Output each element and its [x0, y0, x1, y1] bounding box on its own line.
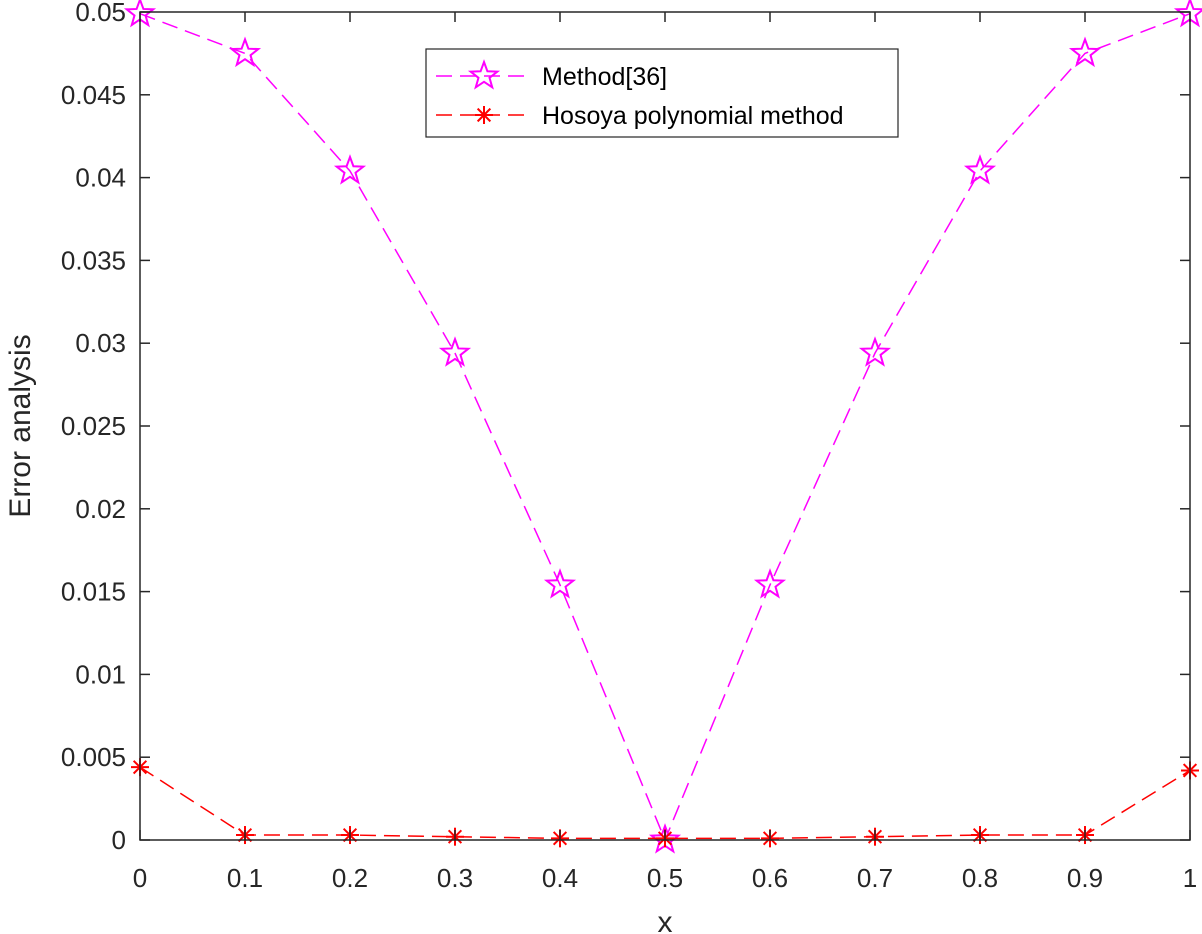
series-0-point: [333, 154, 367, 185]
legend-label-method36: Method[36]: [542, 63, 667, 91]
x-tick-label: 0.5: [647, 863, 683, 893]
y-tick-label: 0.04: [75, 163, 126, 193]
x-tick-label: 1: [1183, 863, 1197, 893]
series-0-point: [858, 336, 892, 367]
plot-area: [140, 12, 1190, 840]
legend-box: [425, 48, 899, 138]
x-tick-label: 0.9: [1067, 863, 1103, 893]
x-tick-label: 0.1: [227, 863, 263, 893]
ticks-layer: 0 0.1 0.2 0.3 0.4 0.5 0.6 0.7 0.8 0.9 1 0 0.005 0.01 0…: [61, 0, 1197, 893]
y-tick-label: 0.01: [75, 659, 126, 689]
y-tick-label: 0.015: [61, 577, 126, 607]
legend-marker-glyph: [467, 59, 501, 90]
series-0-point: [438, 336, 472, 367]
x-axis-label: x: [658, 906, 673, 934]
legend-label-hosoya: Hosoya polynomial method: [542, 102, 844, 130]
legend-marker-glyph: [475, 106, 493, 124]
legend-marker-method36: [467, 59, 501, 90]
series-layer: [123, 0, 1202, 854]
y-tick-label: 0.03: [75, 328, 126, 358]
y-tick-label: 0.035: [61, 245, 126, 275]
x-tick-label: 0.7: [857, 863, 893, 893]
y-tick-label: 0.045: [61, 80, 126, 110]
series-0-point: [753, 568, 787, 599]
x-tick-label: 0.4: [542, 863, 578, 893]
y-tick-label: 0.02: [75, 494, 126, 524]
series-0-point: [228, 36, 262, 68]
y-axis-label: Error analysis: [4, 334, 37, 517]
series-0-point: [963, 154, 997, 185]
x-tick-label: 0.6: [752, 863, 788, 893]
x-tick-label: 0: [133, 863, 147, 893]
legend-marker-hosoya: [475, 106, 493, 124]
legend: Method[36] Hosoya polynomial method: [425, 48, 899, 138]
y-tick-label: 0.005: [61, 742, 126, 772]
x-tick-label: 0.8: [962, 863, 998, 893]
x-tick-label: 0.3: [437, 863, 473, 893]
y-tick-label: 0.05: [75, 0, 126, 27]
series-line-1: [139, 766, 1191, 840]
series-0-point: [543, 568, 577, 599]
y-tick-label: 0: [112, 825, 126, 855]
series-0-point: [1068, 36, 1102, 68]
y-tick-label: 0.025: [61, 411, 126, 441]
x-tick-label: 0.2: [332, 863, 368, 893]
